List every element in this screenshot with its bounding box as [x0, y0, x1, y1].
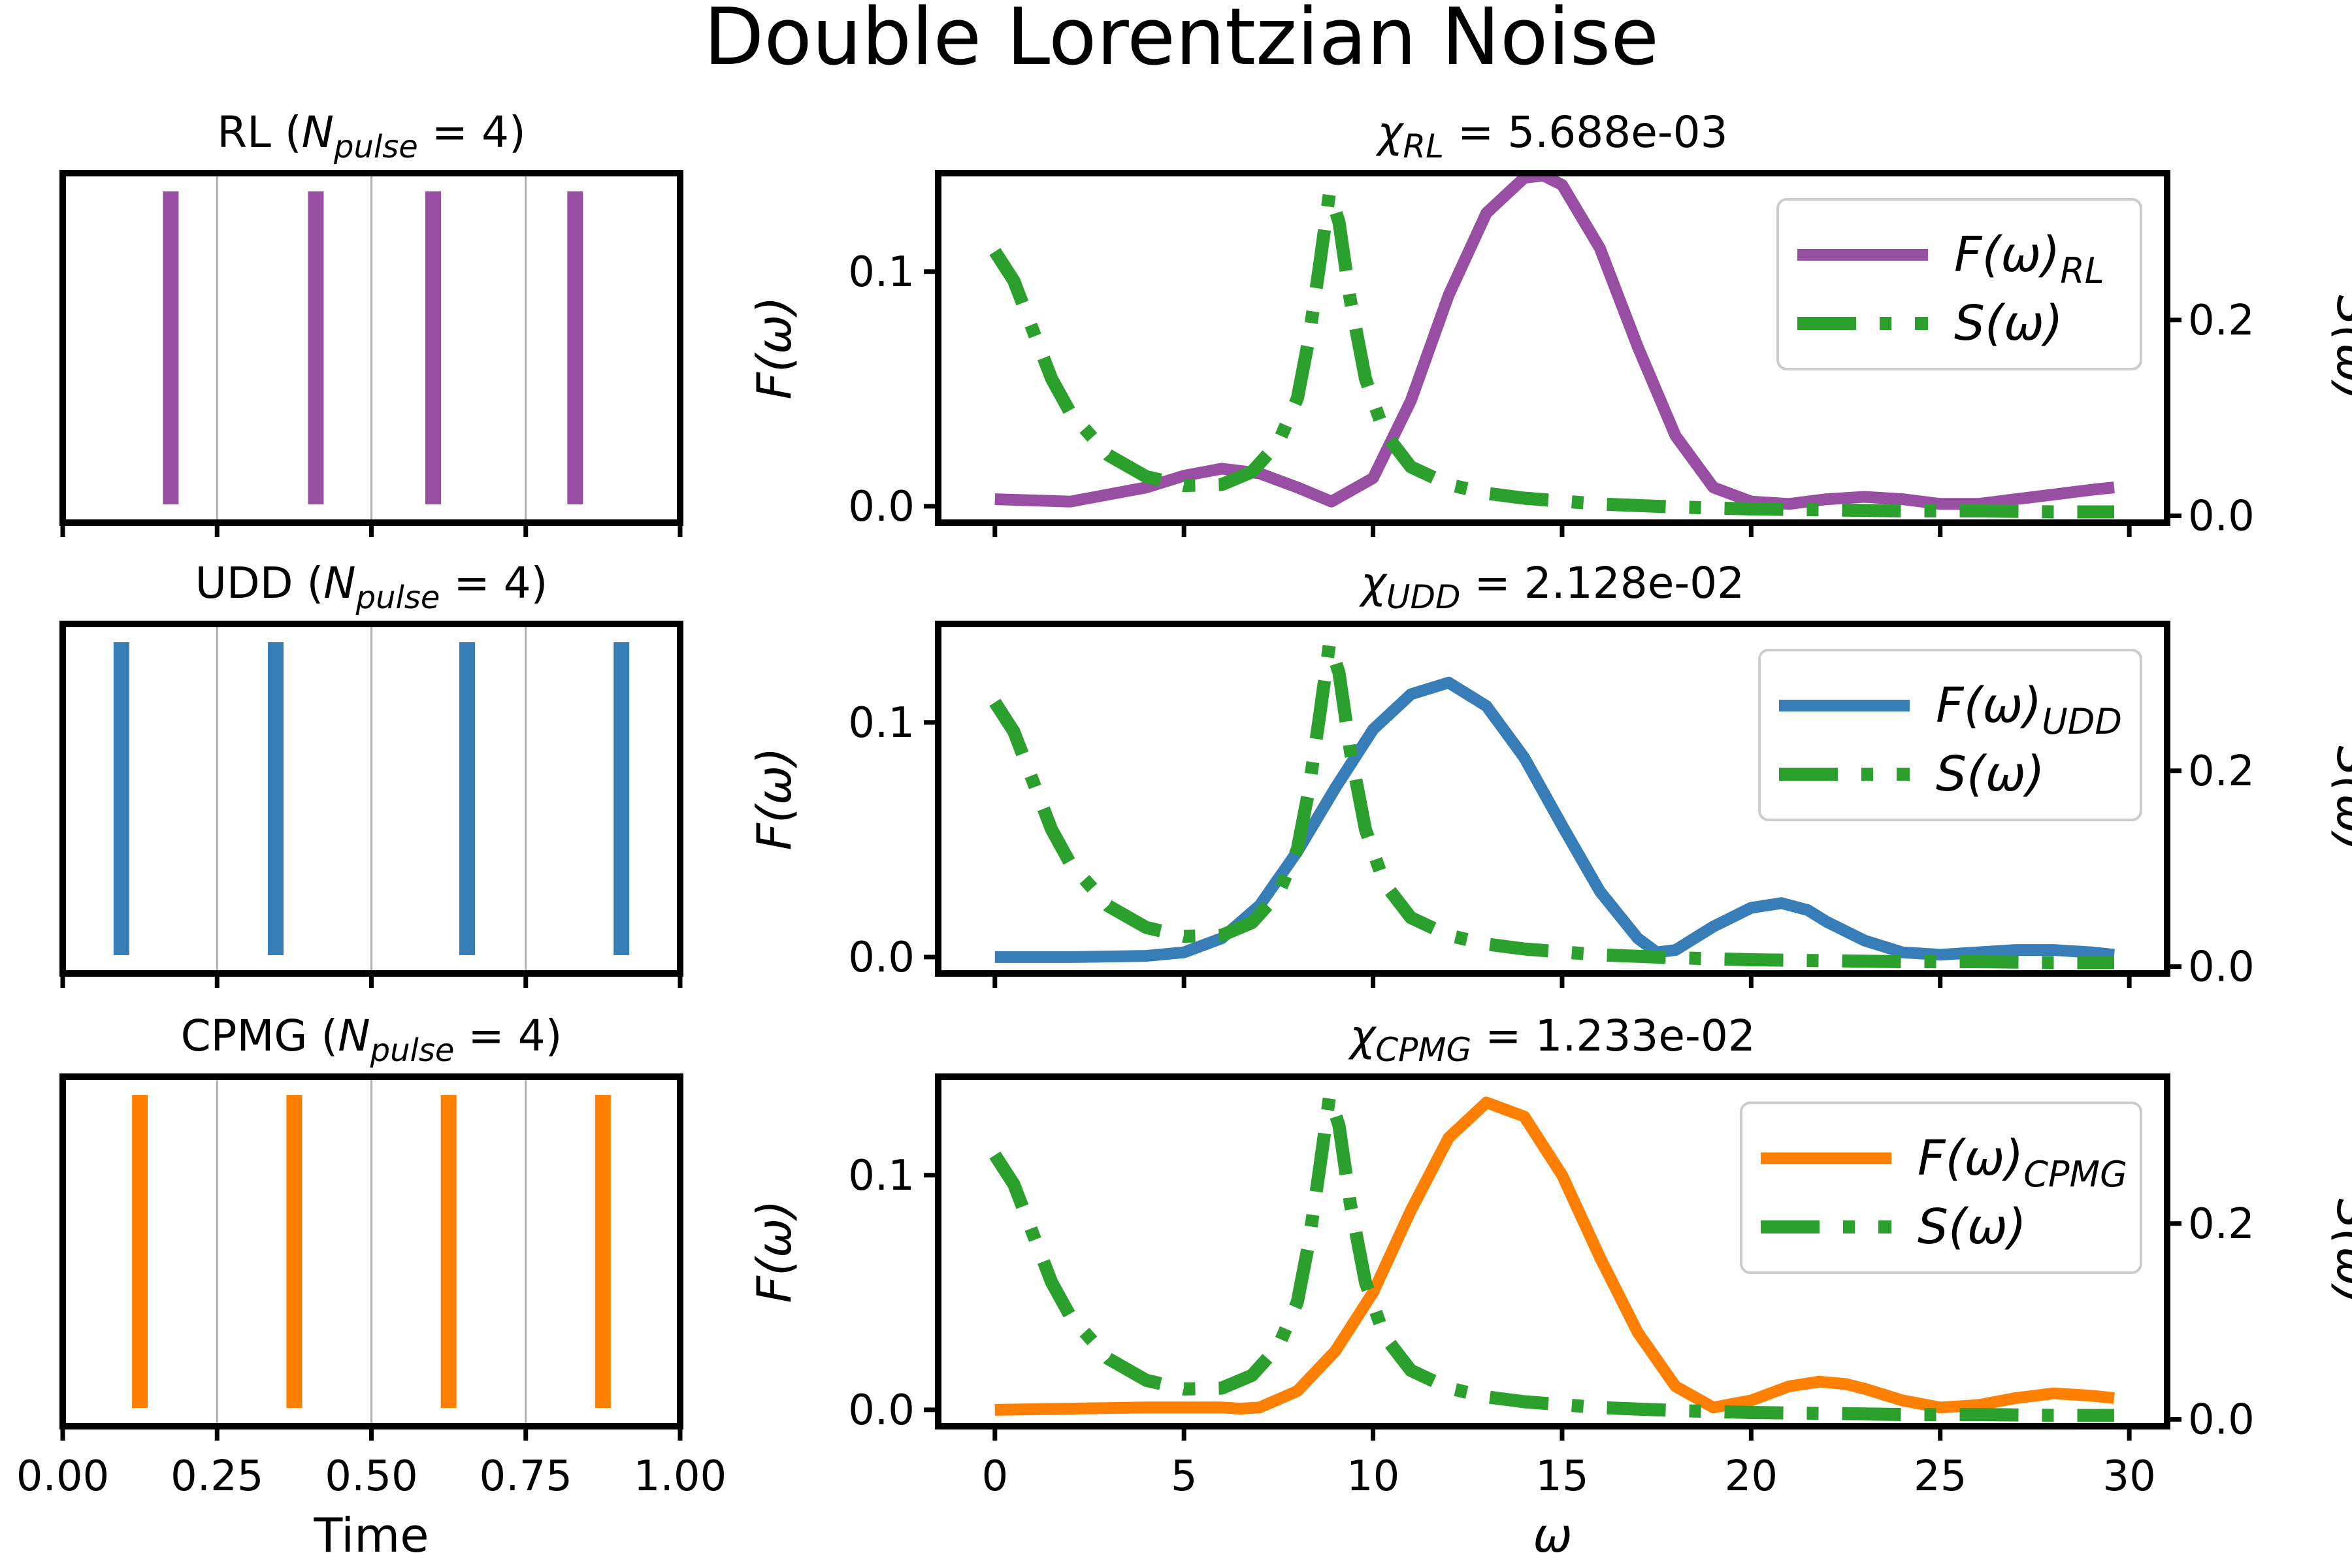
- legend-label-main: F(ω): [1918, 1130, 2023, 1186]
- legend-label-main: F(ω): [1954, 227, 2060, 283]
- legend-label-main: S(ω): [1918, 1199, 2027, 1255]
- legend-label-noise: S(ω): [1936, 746, 2045, 802]
- panel-title: χCPMG = 1.233e-02: [1348, 1011, 1756, 1069]
- chi-value: = 1.233e-02: [1471, 1011, 1756, 1061]
- panel-title: RL (Npulse = 4): [217, 107, 526, 165]
- chi-subscript: UDD: [1386, 578, 1461, 616]
- plot-area: [989, 637, 2115, 970]
- x-tick-label: 20: [1725, 1452, 1778, 1501]
- y-right-tick-label: 0.0: [2188, 493, 2255, 541]
- y-right-tick-label: 0.2: [2188, 747, 2255, 796]
- axes-frame: [935, 1073, 2170, 1429]
- legend-label-main: S(ω): [1936, 746, 2045, 802]
- panel-title: CPMG (Npulse = 4): [181, 1011, 563, 1069]
- axes-frame: [935, 170, 2170, 526]
- y-left-axis-label: F(ω): [747, 747, 802, 851]
- y-right-tick-label: 0.2: [2188, 297, 2255, 345]
- figure-title: Double Lorentzian Noise: [704, 0, 1659, 83]
- y-right-tick-label: 0.0: [2188, 1396, 2255, 1445]
- y-left-tick-label: 0.0: [848, 934, 915, 982]
- pulse-panel-udd: UDD (Npulse = 4): [59, 558, 683, 988]
- noise-spectrum-line: [989, 1090, 2114, 1422]
- panel-title-n: N: [302, 107, 334, 157]
- panel-title-sub: pulse: [370, 1032, 455, 1069]
- y-left-tick-label: 0.0: [848, 483, 915, 531]
- panel-title-n: N: [338, 1011, 370, 1061]
- panel-title-count: = 4): [418, 107, 526, 157]
- plots: RL (Npulse = 4)0.00.10.00.2F(ω) S(ω)χRL =…: [16, 107, 2352, 1563]
- legend-label-noise: S(ω): [1954, 295, 2063, 351]
- y-left-tick-label: 0.1: [848, 1152, 915, 1200]
- chi-value: = 5.688e-03: [1444, 107, 1728, 157]
- filter-panel-rl: 0.00.10.00.2F(ω) S(ω)χRL = 5.688e-03F(ω)R…: [747, 107, 2352, 541]
- y-right-axis-label: S(ω): [2327, 295, 2352, 400]
- legend-label-sub: CPMG: [2023, 1154, 2127, 1195]
- chi-symbol: χ: [1359, 558, 1388, 608]
- legend-label-main: F(ω): [1936, 678, 2042, 734]
- x-tick-label: 0.75: [480, 1452, 573, 1501]
- x-tick-label: 15: [1535, 1452, 1588, 1501]
- chi-symbol: χ: [1375, 107, 1405, 157]
- y-left-axis-label: F(ω): [747, 297, 802, 400]
- filter-panel-udd: 0.00.10.00.2F(ω) S(ω)χUDD = 2.128e-02F(ω)…: [747, 558, 2352, 992]
- x-tick-label: 30: [2102, 1452, 2155, 1501]
- noise-spectrum-line: [989, 637, 2114, 970]
- legend-label-main: S(ω): [1954, 295, 2063, 351]
- chi-value: = 2.128e-02: [1461, 558, 1745, 608]
- plot-area: [989, 1090, 2115, 1422]
- x-tick-label: 1.00: [634, 1452, 727, 1501]
- x-tick-label: 10: [1347, 1452, 1399, 1501]
- chi-subscript: RL: [1403, 127, 1444, 165]
- filter-function-line: [994, 1096, 2115, 1416]
- panel-title-sub: pulse: [333, 129, 418, 165]
- x-tick-label: 0.00: [16, 1452, 110, 1501]
- x-tick-label: 25: [1914, 1452, 1967, 1501]
- legend-label-sub: RL: [2060, 250, 2104, 291]
- legend-box: [1776, 198, 2142, 370]
- pulse-panel-rl: RL (Npulse = 4): [59, 107, 683, 537]
- panel-title-n: N: [323, 558, 355, 608]
- legend: F(ω)RLS(ω): [1776, 198, 2142, 370]
- panel-title-name: RL (: [217, 107, 301, 157]
- legend-box: [1758, 649, 2142, 821]
- legend-box: [1740, 1102, 2142, 1274]
- y-right-tick-label: 0.2: [2188, 1200, 2255, 1249]
- panel-title-name: CPMG (: [181, 1011, 338, 1061]
- chi-subscript: CPMG: [1375, 1031, 1471, 1069]
- panel-title: χRL = 5.688e-03: [1375, 107, 1727, 165]
- y-left-tick-label: 0.0: [848, 1386, 915, 1435]
- panel-title-sub: pulse: [355, 580, 440, 616]
- legend-label-filter: F(ω)CPMG: [1918, 1130, 2127, 1195]
- axes-frame: [935, 621, 2170, 977]
- x-tick-label: 0: [981, 1452, 1008, 1501]
- pulse-panel-cpmg: 0.00 0.25 0.50 0.75 1.00 Time CPMG (Npulse = 4…: [16, 1011, 727, 1563]
- legend-label-filter: F(ω)UDD: [1936, 678, 2122, 742]
- x-tick-label: 5: [1171, 1452, 1198, 1501]
- panel-title-count: = 4): [440, 558, 547, 608]
- y-right-axis-label: S(ω): [2327, 1198, 2352, 1304]
- y-left-axis-label: F(ω): [747, 1200, 802, 1303]
- noise-spectrum-line: [989, 186, 2114, 519]
- legend-label-sub: UDD: [2042, 701, 2122, 742]
- x-axis-label: Time: [313, 1508, 429, 1563]
- chi-symbol: χ: [1348, 1011, 1377, 1061]
- x-tick-label: 0.50: [325, 1452, 418, 1501]
- panel-title: UDD (Npulse = 4): [195, 558, 548, 616]
- legend-label-noise: S(ω): [1918, 1199, 2027, 1255]
- panel-title-count: = 4): [454, 1011, 562, 1061]
- y-left-tick-label: 0.1: [848, 699, 915, 747]
- legend-label-filter: F(ω)RL: [1954, 227, 2104, 291]
- y-right-axis-label: S(ω): [2327, 745, 2352, 851]
- x-tick-label: 0.25: [171, 1452, 264, 1501]
- panel-title: χUDD = 2.128e-02: [1359, 558, 1744, 616]
- y-right-tick-label: 0.0: [2188, 943, 2255, 992]
- x-axis-label: ω: [1533, 1508, 1572, 1563]
- plot-area: [989, 173, 2115, 519]
- y-left-tick-label: 0.1: [848, 248, 915, 297]
- panel-title-name: UDD (: [195, 558, 324, 608]
